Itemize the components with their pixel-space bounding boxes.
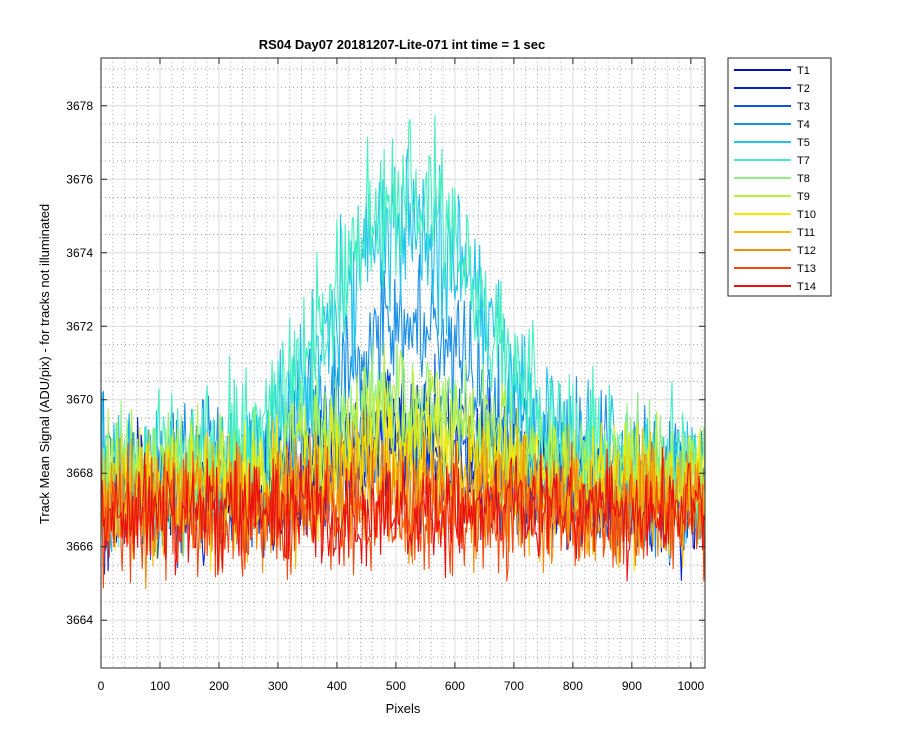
y-tick-label: 3674 [66,246,93,260]
legend-item-t8: T8 [734,173,810,185]
x-tick-label: 400 [327,679,347,693]
legend-label: T8 [797,173,810,185]
x-tick-label: 800 [563,679,583,693]
legend-label: T13 [797,263,816,275]
x-tick-labels: 0 100 200 300 400 500 600 700 800 900 1000 [98,679,705,693]
legend-item-t2: T2 [734,83,810,95]
y-tick-label: 3668 [66,466,93,480]
x-axis-label: Pixels [386,701,421,716]
legend-label: T12 [797,245,816,257]
legend-items: T1 T2 T3 T4 T5 T7 T8 T9 T10 T11 T12 T13 T14 [734,65,816,293]
y-tick-label: 3672 [66,319,93,333]
legend-label: T2 [797,83,810,95]
x-tick-label: 300 [268,679,288,693]
x-tick-label: 600 [445,679,465,693]
legend-label: T1 [797,65,810,77]
series-line-t14 [101,446,705,582]
legend-label: T5 [797,137,810,149]
legend-item-t9: T9 [734,191,810,203]
legend-item-t13: T13 [734,263,816,275]
x-tick-label: 500 [386,679,406,693]
y-tick-label: 3666 [66,540,93,554]
legend-label: T10 [797,209,816,221]
legend-item-t10: T10 [734,209,816,221]
legend-item-t7: T7 [734,155,810,167]
legend-item-t5: T5 [734,137,810,149]
series-layer [101,114,705,590]
x-tick-label: 0 [98,679,105,693]
legend-label: T14 [797,281,816,293]
y-tick-labels: 3664 3666 3668 3670 3672 3674 3676 3678 [66,99,93,627]
legend-label: T3 [797,101,810,113]
legend-item-t14: T14 [734,281,816,293]
legend-label: T7 [797,155,810,167]
series-line-t13 [101,440,705,589]
legend-item-t3: T3 [734,101,810,113]
legend-label: T9 [797,191,810,203]
legend-label: T11 [797,227,815,239]
x-tick-label: 700 [504,679,524,693]
y-tick-label: 3676 [66,172,93,186]
y-tick-label: 3678 [66,99,93,113]
x-tick-label: 200 [209,679,229,693]
x-tick-label: 100 [150,679,170,693]
chart-title: RS04 Day07 20181207-Lite-071 int time = … [259,37,546,52]
plot-frame [100,57,706,669]
legend-item-t1: T1 [734,65,810,77]
legend: T1 T2 T3 T4 T5 T7 T8 T9 T10 T11 T12 T13 T14 [727,57,832,297]
x-tick-label: 900 [622,679,642,693]
y-tick-label: 3664 [66,613,93,627]
y-axis-label: Track Mean Signal (ADU/pix) - for tracks… [37,204,52,524]
y-tick-label: 3670 [66,393,93,407]
x-tick-label: 1000 [677,679,704,693]
legend-item-t12: T12 [734,245,816,257]
legend-label: T4 [797,119,810,131]
tick-layer [100,58,705,668]
legend-item-t4: T4 [734,119,810,131]
legend-item-t11: T11 [734,227,815,239]
